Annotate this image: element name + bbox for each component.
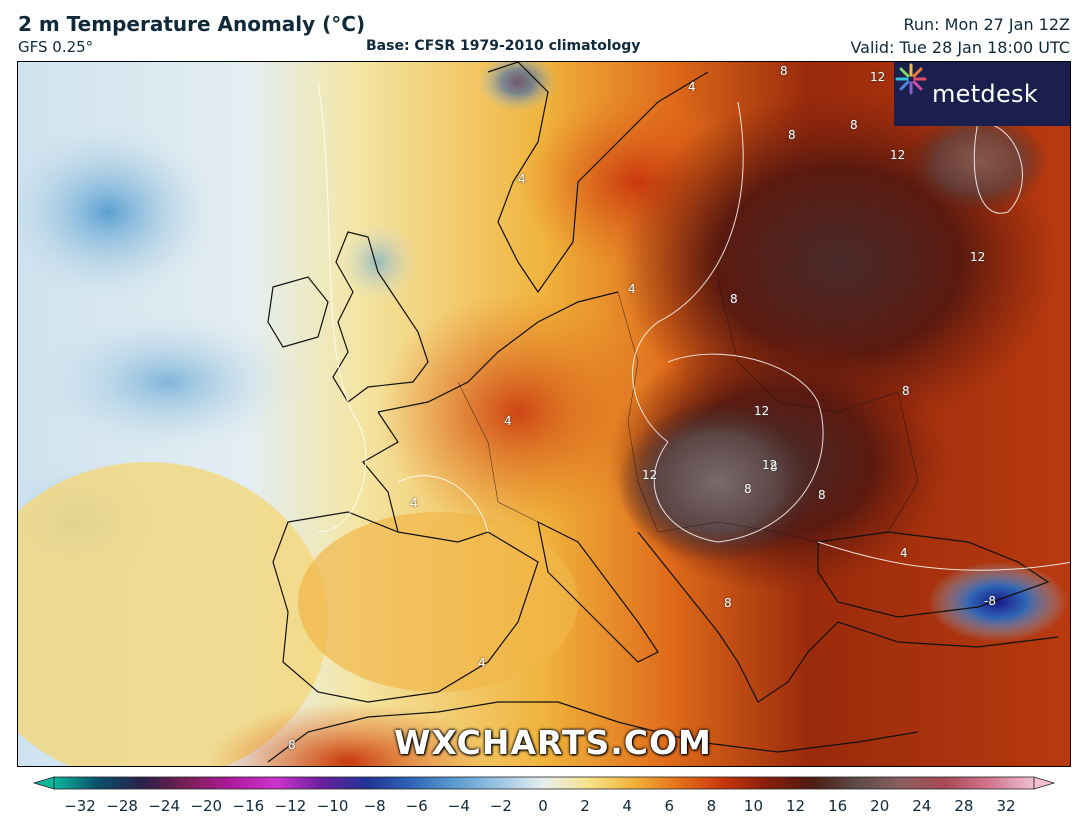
colorbar-tick-label: 20 (870, 797, 890, 815)
contour-label: 12 (754, 404, 770, 418)
colorbar-max-arrow (1033, 776, 1056, 790)
contour-label: 12 (870, 70, 886, 84)
contour-label: 4 (628, 282, 636, 296)
colorbar-tick-label: 4 (622, 797, 632, 815)
colorbar-gradient (53, 776, 1035, 790)
colorbar-tick-label: 32 (996, 797, 1016, 815)
colorbar-tick-label: 6 (664, 797, 675, 815)
contour-label: 4 (478, 656, 486, 670)
climatology-base-label: Base: CFSR 1979-2010 climatology (366, 38, 641, 54)
colorbar-tick-label: 28 (954, 797, 974, 815)
colorbar-tick-label: −32 (64, 797, 96, 815)
colorbar-tick-label: 12 (785, 797, 806, 815)
map-graphic (18, 62, 1070, 766)
colorbar-graphic (32, 776, 1056, 790)
metdesk-logo: metdesk (894, 62, 1070, 126)
borders (457, 281, 919, 543)
contour-label: 12 (642, 468, 658, 482)
colorbar-tick-label: −4 (447, 797, 470, 815)
run-time-label: Run: Mon 27 Jan 12Z (903, 15, 1071, 34)
colorbar-tick-label: 0 (538, 797, 548, 815)
contour-label: 8 (288, 738, 296, 752)
colorbar-tick-label: −8 (363, 797, 386, 815)
colorbar-tick-label: 10 (743, 797, 763, 815)
contour-label: 4 (900, 546, 908, 560)
contour-label: 4 (410, 496, 418, 510)
contour-label: 4 (688, 80, 696, 94)
contour-label: 8 (780, 64, 788, 78)
colorbar-tick-label: −16 (232, 797, 265, 815)
contour-label: 8 (818, 488, 826, 502)
metdesk-logo-text: metdesk (931, 80, 1039, 108)
colorbar-tick-label: 16 (828, 797, 848, 815)
contour-label: -8 (984, 594, 996, 608)
colorbar (0, 775, 1088, 825)
contour-label: 12 (970, 250, 986, 264)
contour-label: 4 (518, 172, 526, 186)
valid-time-label: Valid: Tue 28 Jan 18:00 UTC (850, 38, 1070, 57)
wxcharts-watermark: WXCHARTS.COM (394, 723, 712, 762)
metdesk-burst-icon (895, 63, 927, 95)
contour-label: 8 (724, 596, 732, 610)
chart-title: 2 m Temperature Anomaly (°C) (18, 12, 366, 36)
colorbar-tick-label: 8 (706, 797, 717, 815)
colorbar-tick-label: −24 (148, 797, 180, 815)
colorbar-tick-label: −10 (316, 797, 349, 815)
contour-label: 8 (770, 460, 778, 474)
coastlines (267, 62, 1059, 763)
model-label: GFS 0.25° (18, 38, 94, 56)
colorbar-tick-label: −28 (106, 797, 138, 815)
contour-label: 4 (504, 414, 512, 428)
temperature-anomaly-map: 8 12 4 8 12 8 8 12 12 8 4 4 4 8 12 12 8 … (17, 61, 1071, 767)
colorbar-min-arrow (32, 776, 55, 790)
contour-label: 8 (788, 128, 796, 142)
contour-label: 12 (762, 458, 778, 472)
colorbar-tick-label: 24 (912, 797, 932, 815)
contour-label: 8 (744, 482, 752, 496)
contour-label: 12 (890, 148, 906, 162)
colorbar-tick-label: 2 (580, 797, 590, 815)
contour-label: 8 (902, 384, 910, 398)
colorbar-tick-label: −6 (405, 797, 428, 815)
anomaly-contours (317, 81, 1070, 571)
contour-label: 8 (850, 118, 858, 132)
colorbar-tick-label: −12 (274, 797, 307, 815)
contour-label: 8 (730, 292, 738, 306)
colorbar-tick-label: −20 (190, 797, 223, 815)
colorbar-tick-label: −2 (489, 797, 512, 815)
